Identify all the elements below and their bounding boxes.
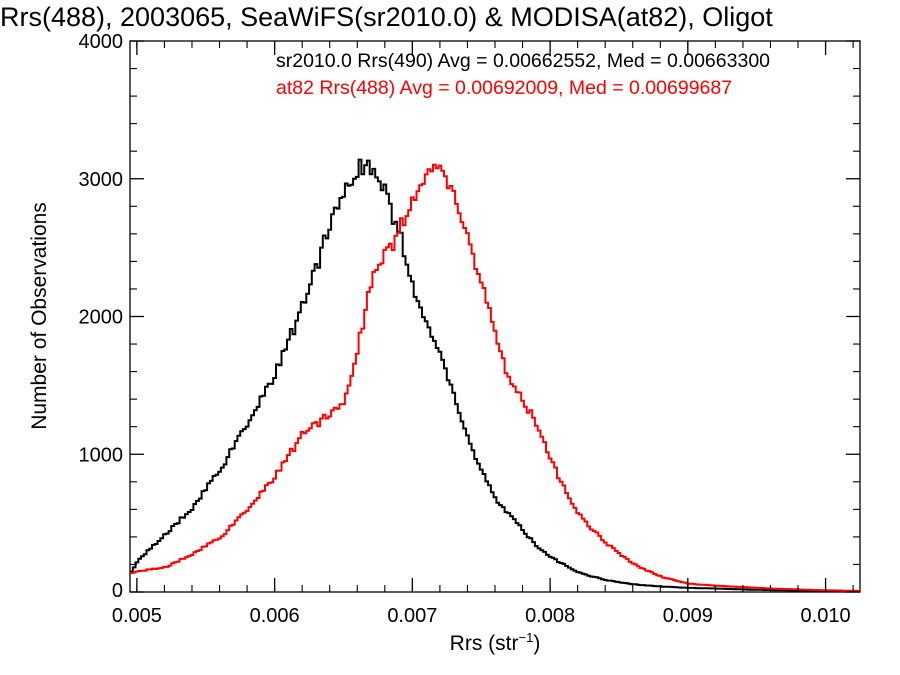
x-tick-label: 0.005 [112,605,162,627]
x-tick-label: 0.008 [525,605,575,627]
y-tick-label: 2000 [79,307,124,329]
chart-title: Rrs(488), 2003065, SeaWiFS(sr2010.0) & M… [0,2,773,32]
x-tick-label: 0.007 [387,605,437,627]
y-tick-label: 3000 [79,169,124,191]
x-axis-label-superscript: −1 [519,630,534,645]
y-tick-label: 0 [112,580,123,602]
x-tick-label: 0.009 [663,605,713,627]
y-axis-label: Number of Observations [28,202,51,430]
legend-entry-black: sr2010.0 Rrs(490) Avg = 0.00662552, Med … [276,50,771,72]
axis-ticks: 0 1000 2000 3000 4000 0.005 0.006 0.007 0.008 0.0… [79,31,860,627]
series-0-histogram-line [130,158,860,593]
x-axis-label: Rrs (str−1) [450,630,541,655]
x-tick-label: 0.010 [801,605,851,627]
y-tick-label: 4000 [79,31,124,53]
plot-traces [130,158,860,593]
legend-entry-red: at82 Rrs(488) Avg = 0.00692009, Med = 0.… [276,77,733,99]
y-tick-label: 1000 [79,444,124,466]
x-tick-label: 0.006 [250,605,300,627]
x-axis-label-text: Rrs (str [450,632,519,655]
series-1-histogram-line [130,163,860,592]
x-axis-label-close: ) [533,632,540,655]
